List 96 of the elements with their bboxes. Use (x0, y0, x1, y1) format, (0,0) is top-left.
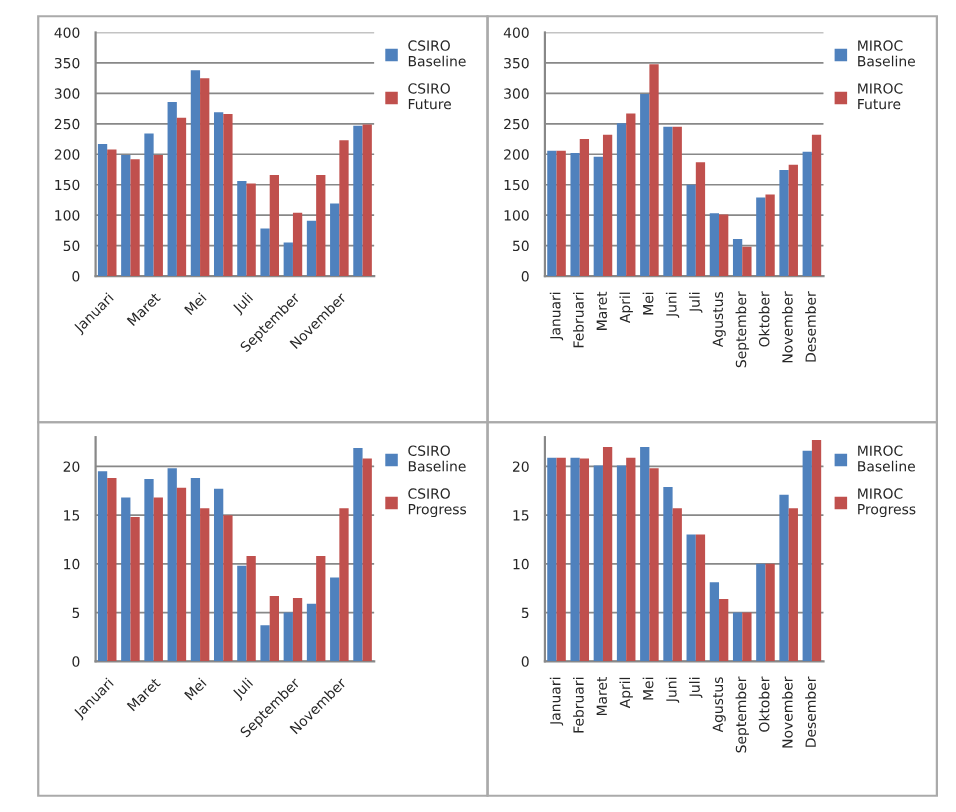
bar (269, 174, 279, 277)
bar (788, 164, 798, 277)
bar (107, 478, 117, 662)
bar (330, 203, 340, 277)
bar (362, 124, 372, 277)
bar (200, 508, 210, 662)
bar (756, 563, 766, 662)
bar (742, 246, 752, 277)
bar (547, 150, 557, 277)
bar (663, 126, 673, 277)
bar (283, 242, 293, 277)
bar (339, 508, 349, 662)
bar (223, 114, 233, 277)
bar (663, 486, 673, 662)
bar (223, 515, 233, 662)
bar (316, 174, 326, 277)
bar (292, 597, 303, 662)
bar (649, 468, 659, 662)
bar (626, 113, 636, 277)
bar (353, 447, 363, 662)
bar (107, 149, 117, 277)
bar (190, 70, 201, 277)
bar (214, 488, 224, 662)
bar (246, 556, 256, 662)
bar (176, 487, 187, 662)
bar (190, 478, 201, 662)
bar (167, 468, 177, 662)
bar (316, 556, 326, 662)
bar (811, 134, 822, 277)
bar (260, 625, 270, 662)
bar (121, 497, 131, 662)
bar (353, 125, 363, 277)
bar (719, 214, 729, 277)
bar (570, 153, 580, 277)
bar (732, 612, 743, 662)
bar (237, 181, 247, 277)
bar (672, 508, 682, 662)
bar (765, 563, 775, 662)
bar (788, 508, 798, 662)
bar (616, 123, 627, 277)
bar (362, 458, 372, 662)
bar (802, 450, 812, 662)
bar (570, 457, 580, 662)
bar (283, 612, 293, 662)
bar (306, 603, 317, 662)
bar (602, 446, 613, 662)
bar (626, 457, 636, 662)
bar (709, 582, 720, 662)
bar (200, 78, 210, 277)
bar (719, 598, 729, 662)
bar (709, 213, 720, 277)
bar (756, 197, 766, 277)
bar (579, 458, 590, 662)
bar (121, 154, 131, 277)
bar (269, 596, 279, 662)
bar (547, 457, 557, 662)
bar (616, 465, 627, 662)
bar (97, 143, 108, 277)
bar (237, 565, 247, 662)
bar (811, 440, 822, 662)
bar (260, 228, 270, 277)
bar (306, 220, 317, 277)
bar (579, 139, 590, 277)
bar (97, 471, 108, 662)
bar (556, 457, 566, 662)
bar (640, 446, 650, 662)
bar (330, 577, 340, 662)
bar (130, 517, 140, 662)
bar (593, 465, 603, 662)
bar (742, 612, 752, 662)
bar (176, 117, 187, 277)
bar (765, 194, 775, 277)
bar (214, 112, 224, 277)
bar (695, 534, 706, 662)
bar (779, 494, 789, 662)
bar (144, 479, 154, 662)
bar (130, 159, 140, 277)
bar (672, 126, 682, 277)
bar (144, 133, 154, 277)
bar (292, 212, 303, 277)
bar (153, 497, 163, 662)
bar (593, 156, 603, 277)
bar (695, 162, 706, 277)
bar (339, 140, 349, 277)
bar (686, 534, 696, 662)
bar (802, 151, 812, 277)
bar (649, 64, 659, 277)
bar (153, 154, 163, 277)
bar (167, 101, 177, 277)
bar (602, 134, 613, 277)
bar (556, 150, 566, 277)
bar (686, 184, 696, 277)
bar (640, 93, 650, 277)
bar (732, 238, 743, 277)
bar (779, 170, 789, 277)
bar (246, 183, 256, 277)
